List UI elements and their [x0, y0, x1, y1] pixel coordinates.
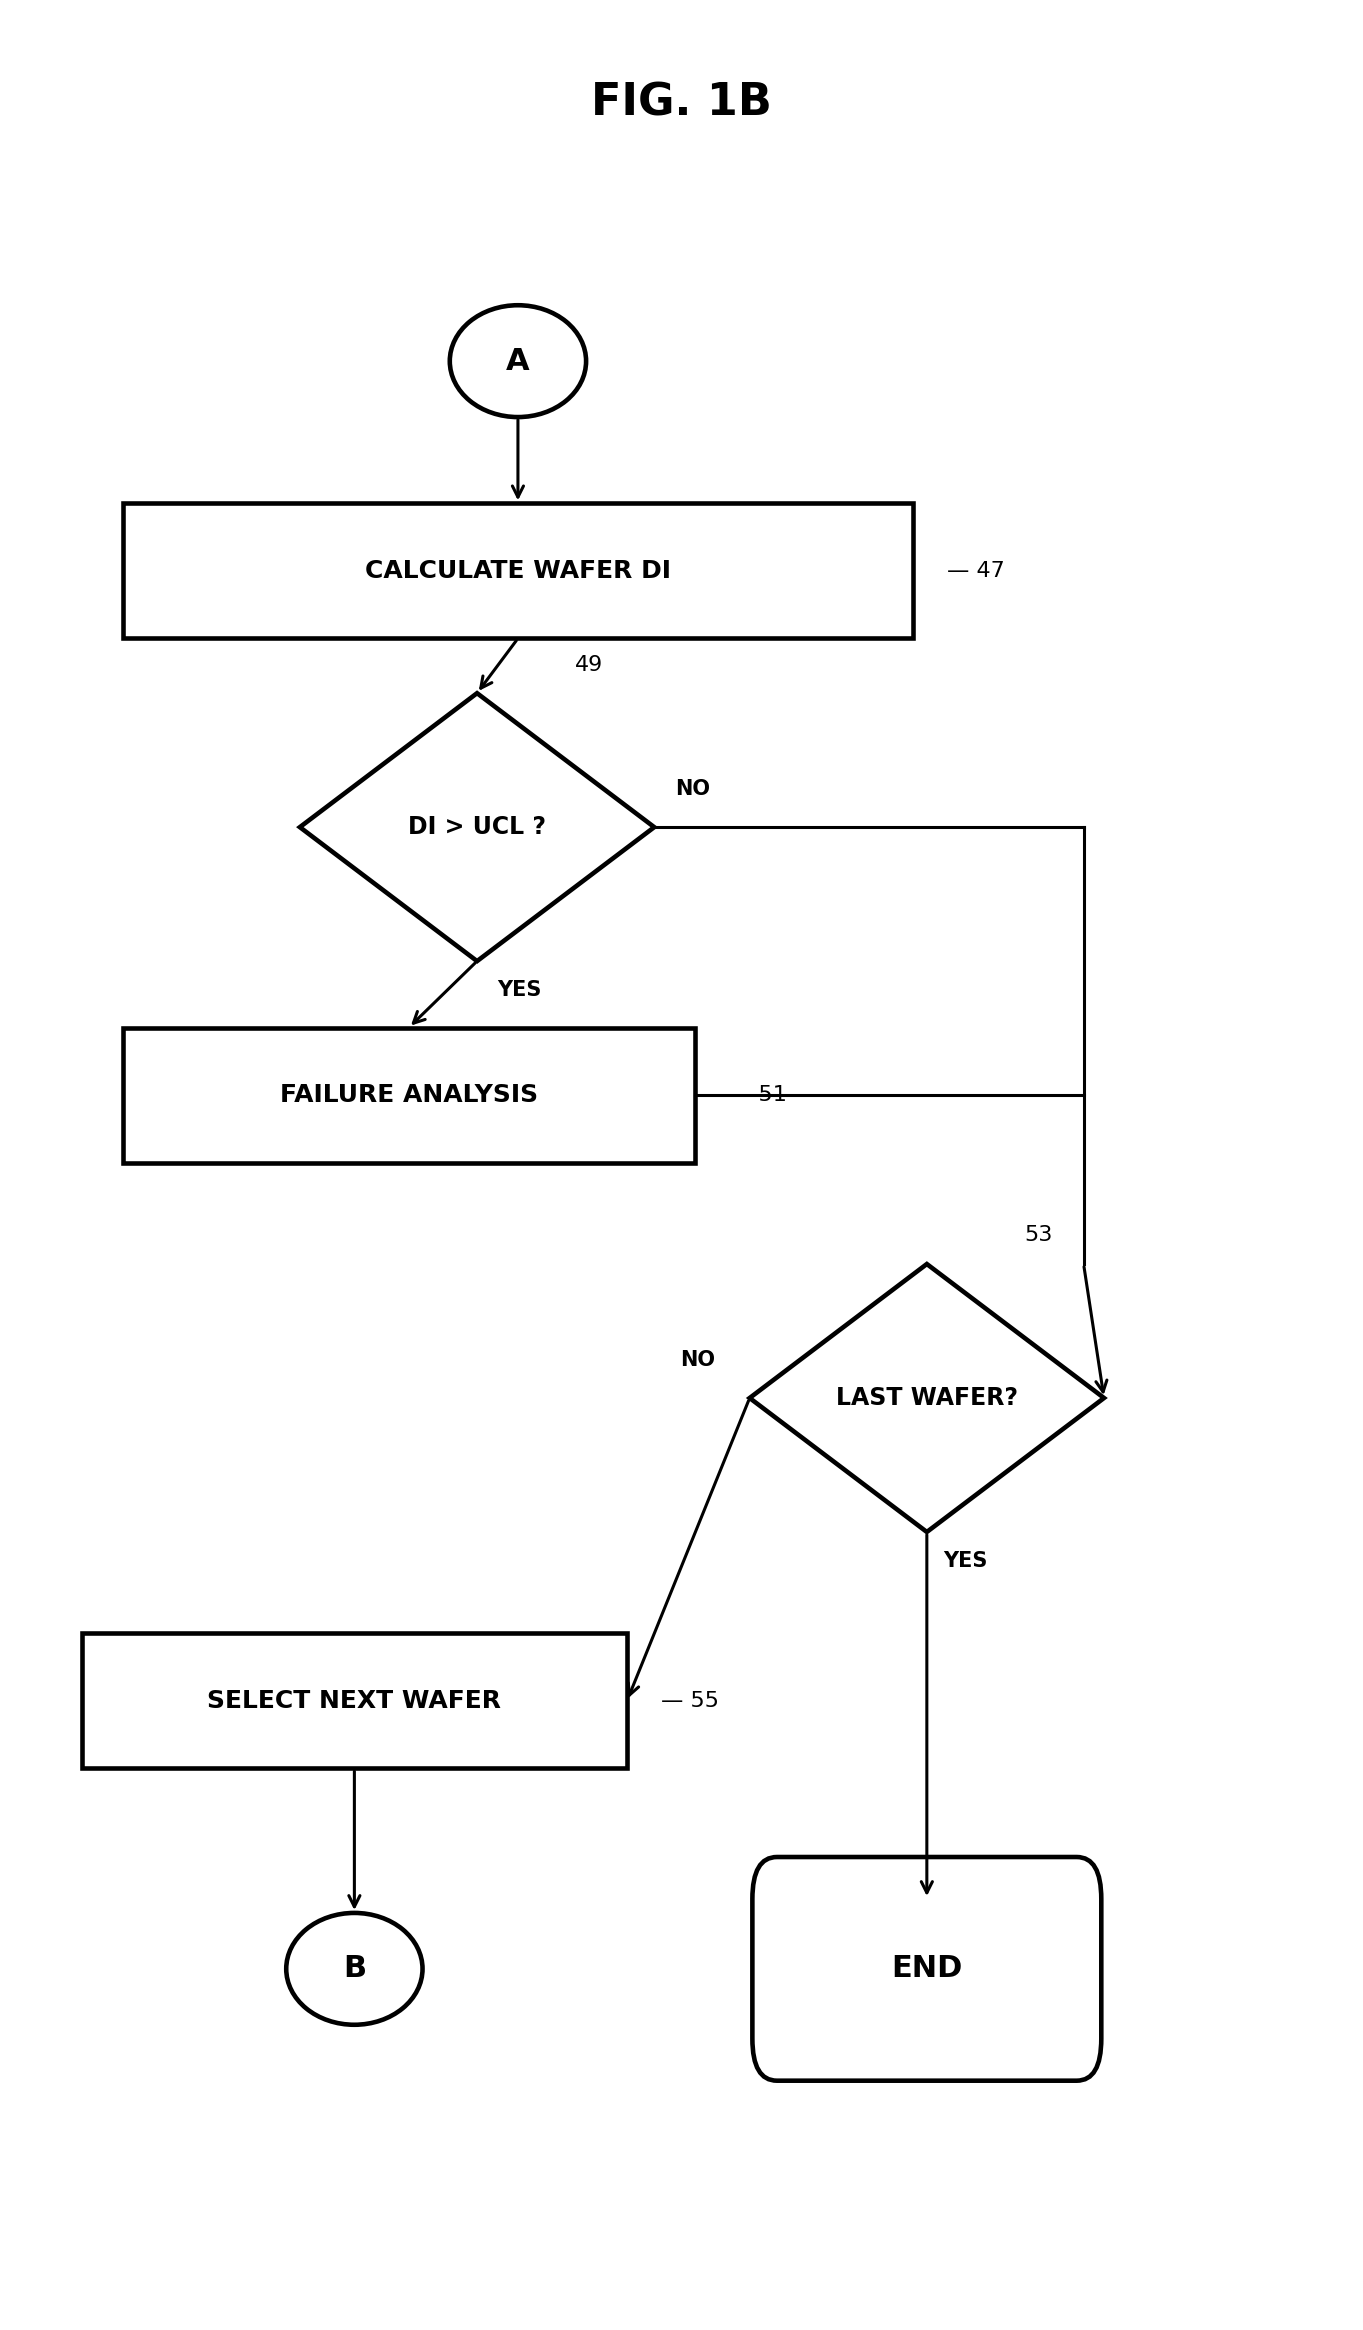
- Text: FIG. 1B: FIG. 1B: [592, 82, 771, 123]
- Text: 49: 49: [574, 655, 602, 676]
- Bar: [82, 1633, 627, 1768]
- Text: LAST WAFER?: LAST WAFER?: [836, 1386, 1018, 1410]
- Text: B: B: [343, 1955, 365, 1983]
- Text: 53: 53: [1025, 1226, 1052, 1244]
- Text: NO: NO: [680, 1349, 716, 1370]
- Text: — 47: — 47: [947, 562, 1005, 580]
- Text: END: END: [891, 1955, 962, 1983]
- Text: YES: YES: [497, 979, 542, 1000]
- Text: A: A: [506, 347, 530, 375]
- Text: DI > UCL ?: DI > UCL ?: [408, 816, 547, 839]
- Text: SELECT NEXT WAFER: SELECT NEXT WAFER: [207, 1689, 502, 1713]
- Text: CALCULATE WAFER DI: CALCULATE WAFER DI: [365, 559, 671, 582]
- Text: NO: NO: [675, 778, 710, 799]
- Bar: [123, 503, 913, 638]
- Text: — 55: — 55: [661, 1692, 720, 1710]
- Bar: [123, 1028, 695, 1163]
- Text: — 51: — 51: [729, 1086, 786, 1104]
- Text: YES: YES: [943, 1552, 988, 1570]
- Text: FAILURE ANALYSIS: FAILURE ANALYSIS: [279, 1083, 538, 1107]
